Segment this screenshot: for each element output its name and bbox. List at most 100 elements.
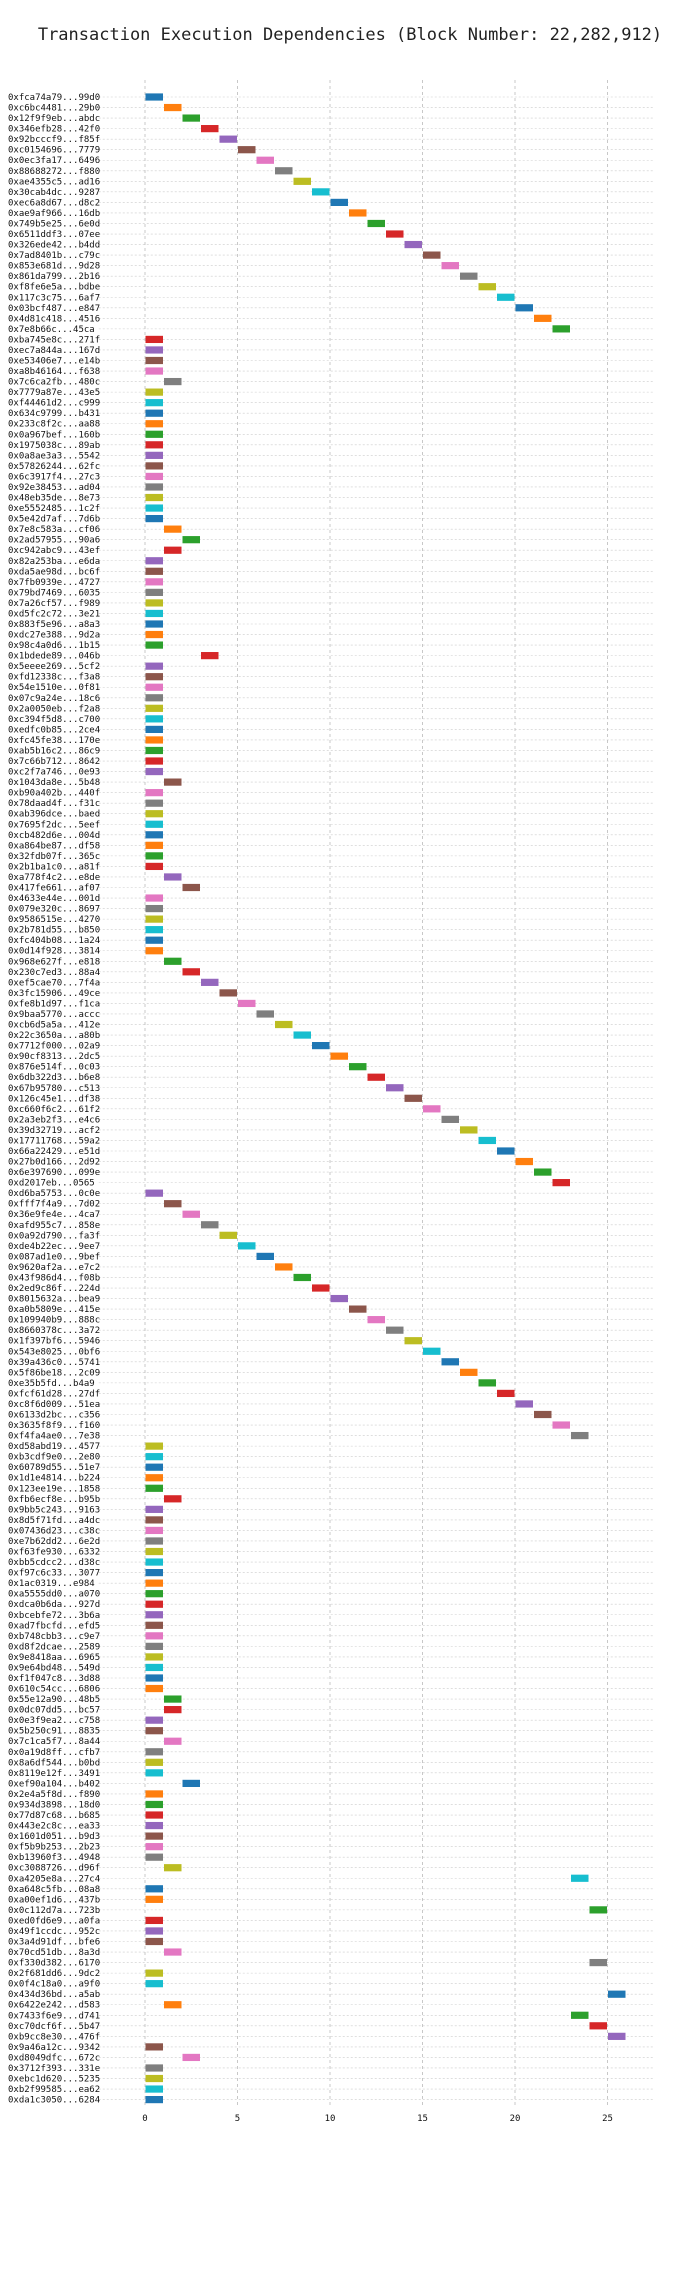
y-tick-label: 0x117c3c75...6af7 bbox=[8, 293, 100, 303]
dependency-bar bbox=[145, 757, 163, 765]
y-tick-label: 0xd2017eb...0565 bbox=[8, 1179, 95, 1189]
dependency-bar bbox=[145, 388, 163, 396]
y-tick-label: 0x90cf8313...2dc5 bbox=[8, 1052, 100, 1062]
y-tick-label: 0x07c9a24e...18c6 bbox=[8, 694, 100, 704]
y-tick-label: 0x434d36bd...a5ab bbox=[8, 1990, 100, 2000]
y-tick-label: 0xae9af966...16db bbox=[8, 209, 100, 219]
dependency-bar bbox=[145, 493, 163, 502]
y-tick-label: 0xfc45fe38...170e bbox=[8, 736, 100, 746]
dependency-bar bbox=[330, 1052, 348, 1060]
dependency-bar bbox=[330, 198, 348, 206]
y-tick-label: 0x0d14f928...3814 bbox=[8, 947, 100, 957]
y-tick-label: 0x1975038c...89ab bbox=[8, 441, 100, 451]
y-tick-label: 0x92bcccf9...f85f bbox=[8, 135, 100, 145]
y-tick-label: 0x0f4c18a0...a9f0 bbox=[8, 1980, 100, 1990]
y-tick-label: 0xa5555dd0...a070 bbox=[8, 1590, 100, 1600]
y-tick-label: 0x66a22429...e51d bbox=[8, 1147, 100, 1157]
y-tick-label: 0xa778f4c2...e8de bbox=[8, 873, 100, 883]
dependency-bar bbox=[275, 1263, 293, 1271]
y-tick-label: 0x7712f000...02a9 bbox=[8, 1042, 100, 1052]
y-tick-label: 0x610c54cc...6806 bbox=[8, 1685, 100, 1695]
dependency-bar bbox=[145, 1885, 163, 1893]
dependency-bar bbox=[608, 2032, 626, 2040]
dependency-bar bbox=[164, 2001, 182, 2009]
dependency-bar bbox=[145, 1727, 163, 1735]
y-tick-label: 0x1043da8e...5b48 bbox=[8, 778, 100, 788]
y-tick-label: 0x12f9f9eb...abdc bbox=[8, 114, 100, 124]
y-tick-label: 0x3635f8f9...f160 bbox=[8, 1421, 100, 1431]
dependency-bar bbox=[256, 156, 274, 164]
y-tick-label: 0x8015632a...bea9 bbox=[8, 1295, 100, 1305]
y-tick-label: 0x7fb0939e...4727 bbox=[8, 578, 100, 588]
dependency-bar bbox=[145, 1590, 163, 1598]
dependency-bar bbox=[349, 1063, 367, 1071]
y-tick-label: 0x07436d23...c38c bbox=[8, 1526, 100, 1536]
y-tick-label: 0xec7a844a...167d bbox=[8, 346, 100, 356]
y-tick-label: 0xc2f7a746...0e93 bbox=[8, 768, 100, 778]
dependency-bar bbox=[145, 367, 163, 375]
dependency-bar bbox=[219, 989, 237, 997]
y-tick-label: 0xdc27e388...9d2a bbox=[8, 631, 100, 641]
dependency-bar bbox=[145, 1611, 163, 1619]
y-tick-label: 0x0a92d790...fa3f bbox=[8, 1231, 100, 1241]
y-tick-label: 0x1601d051...b9d3 bbox=[8, 1832, 100, 1842]
y-tick-label: 0x57826244...62fc bbox=[8, 462, 100, 472]
dependency-bar bbox=[571, 1874, 589, 1882]
dependency-bar bbox=[145, 841, 163, 849]
y-tick-label: 0xef90a104...b402 bbox=[8, 1779, 100, 1789]
y-tick-label: 0x126c45e1...df38 bbox=[8, 1094, 100, 1104]
y-tick-label: 0x883f5e96...a8a3 bbox=[8, 620, 100, 630]
dependency-bar bbox=[164, 873, 182, 881]
grid-lines bbox=[98, 80, 654, 2105]
y-tick-label: 0x03bcf487...e847 bbox=[8, 304, 100, 314]
y-tick-label: 0xd6ba5753...0c0e bbox=[8, 1189, 100, 1199]
y-tick-label: 0x5f86be18...2c09 bbox=[8, 1368, 100, 1378]
dependency-bar bbox=[145, 567, 163, 575]
dependency-bar bbox=[145, 1663, 163, 1672]
y-tick-label: 0x8119e12f...3491 bbox=[8, 1769, 100, 1779]
dependency-bar bbox=[145, 1843, 163, 1851]
y-tick-label: 0x55e12a90...48b5 bbox=[8, 1695, 100, 1705]
y-tick-labels: 0xfca74a79...99d00xc6bc4481...29b00x12f9… bbox=[8, 93, 100, 2106]
y-tick-label: 0x8a6df544...b0bd bbox=[8, 1758, 100, 1768]
y-tick-label: 0x443e2c8c...ea33 bbox=[8, 1822, 100, 1832]
y-tick-label: 0xf8fe6e5a...bdbe bbox=[8, 283, 100, 293]
dependency-bar bbox=[145, 1537, 163, 1545]
x-tick-label: 5 bbox=[235, 2114, 240, 2124]
chart-title: Transaction Execution Dependencies (Bloc… bbox=[38, 25, 662, 45]
dependency-bar bbox=[145, 1547, 163, 1556]
dependency-bar bbox=[312, 1042, 330, 1050]
dependency-bar bbox=[367, 1316, 385, 1324]
y-tick-label: 0xd8f2dcae...2589 bbox=[8, 1642, 100, 1652]
dependency-bar bbox=[145, 599, 163, 607]
dependency-bar bbox=[145, 1916, 163, 1925]
y-tick-label: 0x1f397bf6...5946 bbox=[8, 1337, 100, 1347]
y-tick-label: 0xc6bc4481...29b0 bbox=[8, 104, 100, 114]
y-tick-label: 0x326ede42...b4dd bbox=[8, 241, 100, 251]
dependency-bar bbox=[145, 462, 163, 470]
dependency-bar bbox=[256, 1252, 274, 1260]
dependency-bar bbox=[145, 1980, 163, 1988]
y-tick-label: 0x346efb28...42f0 bbox=[8, 125, 100, 135]
y-tick-label: 0xcb482d6e...004d bbox=[8, 831, 100, 841]
y-tick-label: 0xa4205e8a...27c4 bbox=[8, 1874, 100, 1884]
dependency-bar bbox=[145, 1569, 163, 1577]
dependency-bar bbox=[515, 1400, 533, 1408]
dependency-bar bbox=[145, 936, 163, 944]
y-tick-label: 0x6db322d3...b6e8 bbox=[8, 1073, 100, 1083]
dependency-bar bbox=[145, 1769, 163, 1777]
y-tick-label: 0xae4355c5...ad16 bbox=[8, 177, 100, 187]
dependency-bar bbox=[145, 1463, 163, 1471]
y-tick-label: 0x0e3f9ea2...c758 bbox=[8, 1716, 100, 1726]
dependency-bar bbox=[145, 578, 163, 586]
dependency-bar bbox=[552, 1179, 570, 1187]
y-tick-label: 0x70cd51db...8a3d bbox=[8, 1948, 100, 1958]
dependency-bar bbox=[145, 399, 163, 407]
dependency-bar bbox=[145, 894, 163, 902]
y-tick-label: 0x230c7ed3...88a4 bbox=[8, 968, 100, 978]
y-tick-label: 0xa8b46164...f638 bbox=[8, 367, 100, 377]
dependency-bar bbox=[145, 1800, 163, 1809]
dependency-bar bbox=[145, 1937, 163, 1946]
dependency-bar bbox=[293, 1273, 311, 1282]
dependency-bar bbox=[571, 2011, 589, 2019]
